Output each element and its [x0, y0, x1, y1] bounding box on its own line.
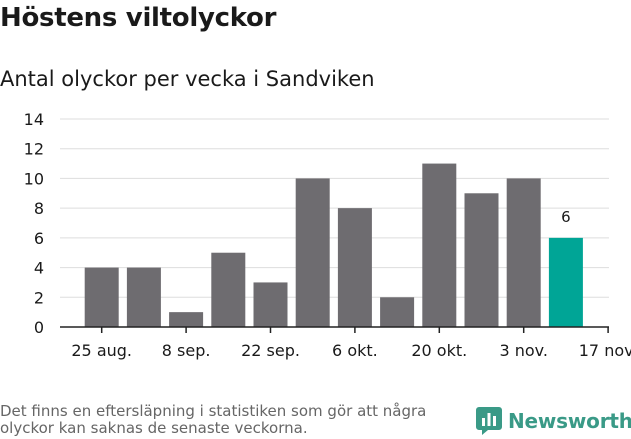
- x-tick-label: 6 okt.: [332, 341, 378, 360]
- y-tick-label: 14: [24, 110, 44, 129]
- bar: [506, 178, 541, 327]
- chart-title: Höstens viltolyckor: [0, 3, 277, 33]
- bar-chart: 0 2 4 6 8 10 12 14 25 aug. 8 sep. 22 sep. 6 okt. 20 …: [24, 110, 631, 360]
- bar: [464, 193, 499, 327]
- x-tick-label: 3 nov.: [499, 341, 548, 360]
- bar: [126, 267, 161, 327]
- data-label: 6: [561, 208, 571, 226]
- bar: [337, 208, 372, 327]
- y-tick-label: 2: [34, 288, 44, 307]
- y-tick-label: 8: [34, 199, 44, 218]
- newsworthy-logo-icon: [476, 407, 502, 435]
- x-tick-label: 8 sep.: [162, 341, 211, 360]
- y-tick-label: 12: [24, 140, 44, 159]
- x-tick-label: 22 sep.: [241, 341, 300, 360]
- footnote: Det finns en eftersläpning i statistiken…: [0, 402, 427, 437]
- bar: [548, 237, 583, 327]
- bar: [169, 312, 204, 327]
- y-tick-label: 6: [34, 229, 44, 248]
- bar: [422, 163, 457, 327]
- bar: [84, 267, 119, 327]
- chart-subtitle: Antal olyckor per vecka i Sandviken: [0, 67, 375, 91]
- x-tick-label: 25 aug.: [71, 341, 132, 360]
- x-tick-label: 20 okt.: [411, 341, 467, 360]
- y-tick-label: 4: [34, 259, 44, 278]
- bar: [253, 282, 288, 327]
- bar: [211, 252, 246, 327]
- brand-logo: Newsworthy: [476, 406, 631, 436]
- x-tick-label: 17 nov.: [579, 341, 631, 360]
- y-tick-label: 0: [34, 318, 44, 337]
- brand-name: Newsworthy: [508, 409, 631, 433]
- y-tick-label: 10: [24, 169, 44, 188]
- bar: [295, 178, 330, 327]
- bar: [380, 297, 415, 327]
